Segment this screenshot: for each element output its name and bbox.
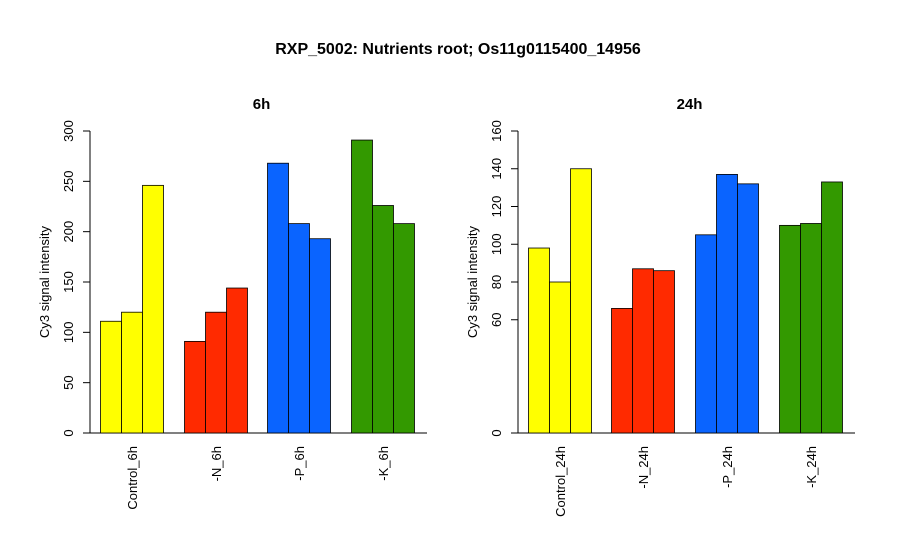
chart-title: RXP_5002: Nutrients root; Os11g0115400_1…	[275, 41, 641, 58]
x-category-label: -P_6h	[292, 446, 307, 481]
bar	[309, 238, 331, 434]
y-axis-label: Cy3 signal intensity	[37, 226, 52, 338]
y-tick-label: 120	[489, 196, 504, 218]
bar	[632, 268, 654, 434]
bar	[288, 223, 310, 434]
bar	[184, 340, 206, 434]
bar	[142, 184, 164, 434]
bar	[226, 287, 248, 434]
bar	[779, 224, 801, 434]
bar	[549, 281, 571, 434]
x-category-label: Control_24h	[553, 446, 568, 517]
y-tick-label: 250	[61, 170, 76, 192]
y-tick-label: 0	[489, 429, 504, 436]
y-tick-label: 100	[61, 321, 76, 343]
y-tick-label: 200	[61, 221, 76, 243]
bar	[653, 270, 675, 434]
bar	[737, 183, 759, 434]
bar	[821, 181, 843, 434]
bar	[800, 223, 822, 434]
x-category-label: -P_24h	[720, 446, 735, 488]
x-category-label: -K_24h	[804, 446, 819, 488]
y-axis-label: Cy3 signal intensity	[465, 226, 480, 338]
bar	[528, 247, 550, 434]
bar	[205, 311, 227, 434]
panel-title: 24h	[677, 96, 703, 113]
bar	[100, 320, 122, 434]
bar	[121, 311, 143, 434]
bar	[716, 174, 738, 434]
y-tick-label: 80	[489, 275, 504, 289]
x-category-label: -K_6h	[376, 446, 391, 481]
x-category-label: -N_6h	[209, 446, 224, 481]
bar	[570, 168, 592, 434]
y-tick-label: 100	[489, 233, 504, 255]
bar	[372, 205, 394, 434]
bar	[267, 162, 289, 434]
y-tick-label: 0	[61, 429, 76, 436]
y-tick-label: 300	[61, 120, 76, 142]
y-tick-label: 150	[61, 271, 76, 293]
y-tick-label: 50	[61, 375, 76, 389]
panel-title: 6h	[253, 96, 271, 113]
bar	[393, 223, 415, 434]
x-category-label: Control_6h	[125, 446, 140, 510]
bar	[695, 234, 717, 434]
bar	[611, 308, 633, 434]
y-tick-label: 160	[489, 120, 504, 142]
y-tick-label: 60	[489, 313, 504, 327]
bar	[351, 139, 373, 434]
y-tick-label: 140	[489, 158, 504, 180]
x-category-label: -N_24h	[636, 446, 651, 489]
